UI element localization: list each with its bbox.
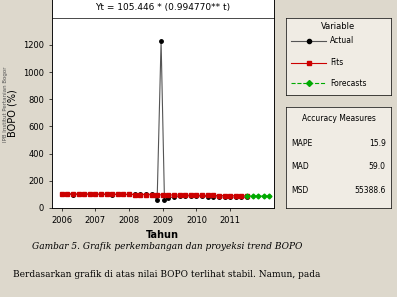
Text: MAD: MAD: [291, 162, 309, 171]
Text: MSD: MSD: [291, 186, 308, 195]
Text: 15.9: 15.9: [369, 139, 386, 148]
Text: Yt = 105.446 * (0.994770** t): Yt = 105.446 * (0.994770** t): [95, 3, 230, 12]
Text: Accuracy Measures: Accuracy Measures: [301, 114, 376, 123]
Y-axis label: BOPO (%): BOPO (%): [8, 89, 17, 137]
Text: Forecasts: Forecasts: [330, 79, 366, 88]
Text: Fits: Fits: [330, 58, 343, 67]
Text: Variable: Variable: [321, 22, 356, 31]
Text: 59.0: 59.0: [369, 162, 386, 171]
Text: 55388.6: 55388.6: [355, 186, 386, 195]
Text: Gambar 5. Grafik perkembangan dan proyeksi trend BOPO: Gambar 5. Grafik perkembangan dan proyek…: [31, 242, 302, 251]
Text: Berdasarkan grafik di atas nilai BOPO terlihat stabil. Namun, pada: Berdasarkan grafik di atas nilai BOPO te…: [13, 270, 320, 279]
Text: MAPE: MAPE: [291, 139, 312, 148]
Text: IPB Institut Pertanian Bogor: IPB Institut Pertanian Bogor: [3, 66, 8, 142]
Text: Actual: Actual: [330, 37, 354, 45]
X-axis label: Tahun: Tahun: [146, 230, 179, 240]
